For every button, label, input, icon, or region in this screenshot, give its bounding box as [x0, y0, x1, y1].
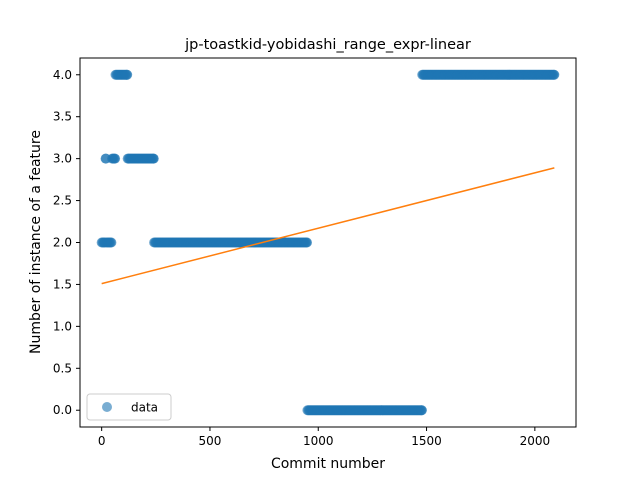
- data-point: [110, 153, 121, 164]
- legend: data: [86, 393, 172, 421]
- data-point: [416, 405, 427, 416]
- scatter-points: [96, 69, 560, 416]
- data-point: [106, 237, 117, 248]
- x-tick-label: 0: [98, 434, 106, 448]
- y-tick-label: 1.5: [53, 277, 72, 291]
- y-tick-label: 0.5: [53, 361, 72, 375]
- y-tick-label: 2.0: [53, 236, 72, 250]
- data-point: [148, 153, 159, 164]
- chart-title: jp-toastkid-yobidashi_range_expr-linear: [184, 37, 471, 53]
- y-tick-label: 1.0: [53, 319, 72, 333]
- fit-lines: [101, 167, 555, 285]
- data-point: [549, 69, 560, 80]
- x-axis: 0 500 1000 1500 2000: [98, 427, 550, 448]
- y-axis: 0.0 0.5 1.0 1.5 2.0 2.5 3.0 3.5 4.0: [53, 68, 80, 417]
- fit-line: [101, 167, 555, 285]
- legend-box: [86, 393, 172, 421]
- y-tick-label: 0.0: [53, 403, 72, 417]
- y-tick-label: 4.0: [53, 68, 72, 82]
- y-tick-label: 2.5: [53, 194, 72, 208]
- data-point: [301, 237, 312, 248]
- x-tick-label: 1500: [411, 434, 442, 448]
- legend-marker: [102, 402, 112, 412]
- data-point: [122, 69, 133, 80]
- x-tick-label: 500: [199, 434, 222, 448]
- y-tick-label: 3.0: [53, 152, 72, 166]
- y-tick-label: 3.5: [53, 110, 72, 124]
- legend-label: data: [131, 401, 158, 415]
- x-tick-label: 2000: [520, 434, 551, 448]
- x-axis-title: Commit number: [271, 456, 385, 472]
- x-tick-label: 1000: [303, 434, 334, 448]
- y-axis-title: Number of instance of a feature: [28, 130, 44, 354]
